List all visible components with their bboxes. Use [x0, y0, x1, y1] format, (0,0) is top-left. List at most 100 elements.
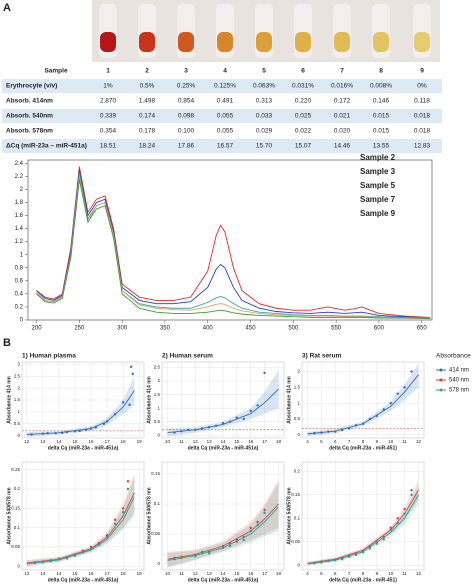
row-label: Absorb. 540nm [6, 113, 53, 120]
data-point [121, 401, 125, 404]
legend-entry: Sample 9 [360, 209, 396, 218]
data-point [49, 559, 53, 563]
y-tick-label: 0 [17, 563, 20, 568]
data-point [221, 544, 225, 548]
tube-liquid [334, 32, 350, 52]
tube-liquid [217, 32, 233, 52]
legend-entry: 578 nm [449, 388, 469, 394]
table-cell: 0.172 [334, 98, 351, 105]
table-cell: 0.015 [373, 128, 390, 135]
spectrum-line [36, 176, 431, 319]
table-header: Sample [44, 68, 68, 75]
y-tick-label: 2 [20, 187, 24, 193]
x-tick-label: 18 [121, 571, 127, 576]
y-tick-label: 0.15 [151, 471, 160, 476]
y-axis-title: Absorbance 540/578 nm [146, 487, 152, 545]
x-tick-label: 11 [179, 571, 184, 576]
y-tick-label: 2 [157, 378, 160, 383]
table-cell: 0.022 [295, 128, 312, 135]
data-point [249, 409, 252, 413]
table-cell: 0.055 [217, 128, 234, 135]
y-tick-label: 2.5 [154, 365, 161, 370]
data-point [320, 561, 323, 564]
data-point [129, 365, 133, 368]
tube-liquid [139, 32, 155, 52]
x-tick-label: 18 [276, 439, 282, 444]
x-tick-label: 11 [402, 439, 407, 444]
data-point [221, 546, 225, 549]
x-tick-label: 13 [40, 439, 46, 444]
data-point [65, 557, 69, 560]
y-tick-label: 0.1 [154, 501, 161, 506]
data-point [187, 428, 190, 432]
data-point [131, 372, 134, 376]
spectrum-line [36, 179, 431, 320]
data-point [81, 551, 85, 554]
y-axis-title: Absorbance 540/578 nm [286, 487, 292, 545]
data-point [410, 488, 413, 492]
data-point [256, 404, 259, 407]
data-point [73, 430, 77, 433]
table-row [2, 109, 442, 123]
table-cell: 0.063% [253, 83, 275, 90]
table-cell: 0.313 [256, 98, 273, 105]
plot-frame [27, 159, 433, 321]
spectrum-line [36, 169, 431, 319]
y-tick-label: 1 [20, 252, 24, 258]
x-tick-label: 16 [89, 439, 95, 444]
data-point [396, 521, 399, 525]
data-point [41, 432, 45, 435]
x-tick-label: 17 [105, 571, 111, 576]
table-cell: 1.498 [139, 98, 156, 105]
x-tick-label: 9 [376, 571, 379, 576]
data-point [73, 554, 77, 557]
data-point [389, 528, 392, 532]
x-tick-label: 8 [362, 571, 365, 576]
data-point [368, 417, 372, 421]
y-tick-label: 0.5 [154, 419, 161, 424]
table-header: 4 [223, 68, 227, 75]
y-tick-label: 1.2 [15, 239, 24, 245]
data-point [410, 493, 413, 497]
x-tick-label: 12 [24, 439, 30, 444]
plot-title: 3) Rat serum [302, 353, 342, 360]
y-tick-label: 0 [157, 432, 160, 437]
tube-liquid [100, 32, 116, 52]
y-tick-label: 1 [17, 409, 20, 414]
x-axis-title: delta Cq (miR-23a - miR-451a) [48, 445, 119, 451]
data-point [334, 430, 337, 433]
data-point [242, 417, 245, 421]
data-point [403, 507, 406, 511]
data-point [327, 559, 330, 563]
y-tick-label: 3 [17, 362, 20, 367]
table-cell: 0.354 [100, 128, 117, 135]
table-cell: 0.854 [178, 98, 195, 105]
y-tick-label: 0.4 [15, 291, 24, 297]
y-tick-label: 0.2 [294, 469, 301, 474]
table-row [2, 139, 442, 153]
table-cell: 0.220 [295, 98, 312, 105]
tube-liquid [373, 32, 389, 52]
data-point [105, 534, 109, 537]
x-tick-label: 10 [388, 439, 394, 444]
data-point [341, 558, 344, 561]
spectrum-line [36, 172, 431, 319]
x-axis-title: delta Cq (miR-23a - miR-451) [329, 577, 397, 583]
table-cell: 0.178 [139, 128, 156, 135]
table-header: 1 [106, 68, 110, 75]
x-tick-label: 13 [207, 439, 213, 444]
y-tick-label: 0.05 [291, 539, 300, 544]
data-point [180, 556, 183, 560]
table-cell: 0.174 [139, 113, 156, 120]
x-tick-label: 17 [105, 439, 111, 444]
x-tick-label: 4 [306, 439, 309, 444]
data-point [85, 428, 88, 431]
x-tick-label: 200 [32, 326, 43, 332]
legend-key [439, 378, 443, 382]
x-tick-label: 6 [334, 571, 337, 576]
data-point [126, 480, 130, 483]
x-tick-label: 10 [165, 439, 171, 444]
data-point [173, 558, 176, 561]
data-point [41, 561, 45, 564]
y-tick-label: 1 [297, 400, 300, 405]
